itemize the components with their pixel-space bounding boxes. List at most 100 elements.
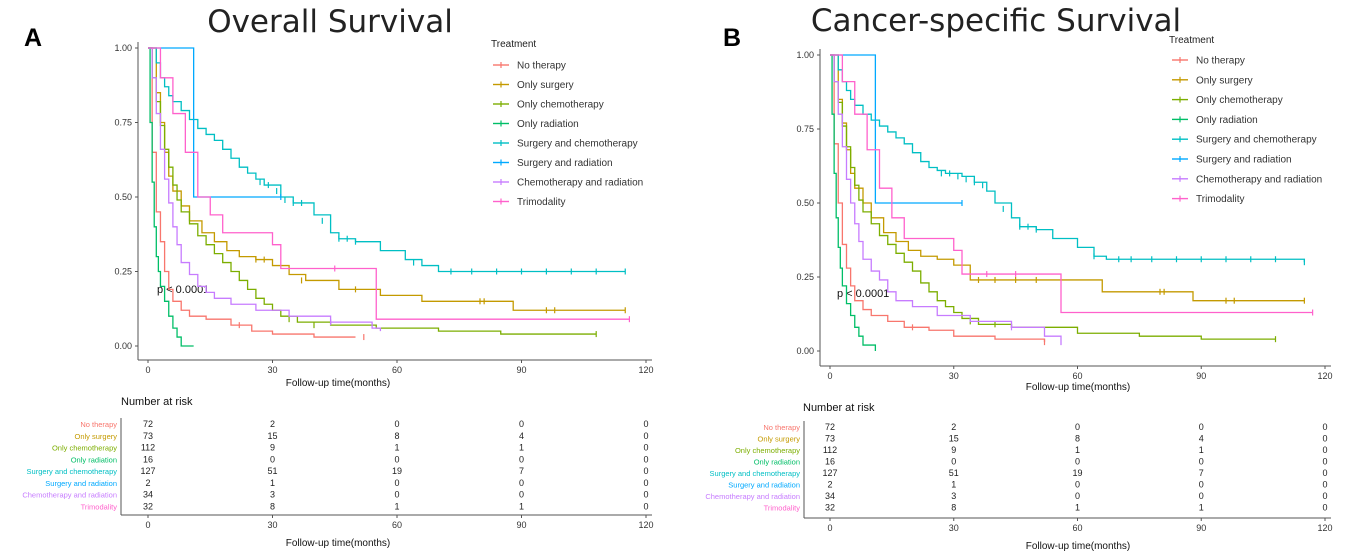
p1-risk-value: 0: [1199, 422, 1204, 432]
p1-risk-value: 0: [1322, 480, 1327, 490]
p0-legend-label-4: Surgery and chemotherapy: [517, 139, 638, 150]
p0-risk-value: 0: [643, 490, 648, 500]
p0-risk-row-label-1: Only surgery: [74, 432, 117, 441]
p1-risk-row-label-4: Surgery and chemotherapy: [710, 469, 801, 478]
p0-risk-value: 16: [143, 454, 153, 464]
p1-legend-label-5: Surgery and radiation: [1196, 155, 1292, 166]
p1-risk-value: 3: [951, 491, 956, 501]
p1-x-tick-label: 120: [1317, 371, 1332, 381]
p0-curve-1: [148, 47, 626, 311]
panel-b-p-value: p < 0.0001: [837, 288, 889, 300]
p0-risk-value: 0: [643, 419, 648, 429]
p0-risk-value: 0: [643, 501, 648, 511]
panel-b-x-axis-title: Follow-up time(months): [1026, 382, 1130, 393]
panel-a-p-value: p < 0.0001: [157, 284, 209, 296]
p1-x-tick-label: 30: [949, 371, 959, 381]
p0-x-tick-label: 60: [392, 365, 402, 375]
panel-a-risk-x-axis-title: Follow-up time(months): [286, 538, 390, 549]
p0-risk-row-label-5: Surgery and radiation: [45, 479, 117, 488]
p1-risk-row-label-1: Only surgery: [757, 435, 800, 444]
p1-risk-value: 1: [951, 480, 956, 490]
p1-risk-value: 0: [1199, 457, 1204, 467]
p0-risk-value: 8: [270, 501, 275, 511]
p0-legend-label-5: Surgery and radiation: [517, 158, 613, 169]
p0-y-tick-label: 0.75: [114, 118, 132, 128]
p0-y-tick-label: 0.25: [114, 267, 132, 277]
p1-risk-x-tick-label: 90: [1196, 523, 1206, 533]
p0-risk-value: 127: [140, 466, 155, 476]
p0-risk-value: 1: [394, 443, 399, 453]
p1-risk-value: 15: [949, 434, 959, 444]
p1-risk-value: 1: [1199, 445, 1204, 455]
panel-b-risk-title: Number at risk: [803, 402, 875, 414]
p1-curve-0: [830, 54, 1046, 343]
p1-risk-value: 34: [825, 491, 835, 501]
panel-a-label: A: [24, 24, 42, 52]
p0-risk-x-tick-label: 90: [516, 520, 526, 530]
p1-legend-label-2: Only chemotherapy: [1196, 95, 1283, 106]
p0-risk-value: 51: [267, 466, 277, 476]
p0-risk-row-label-4: Surgery and chemotherapy: [27, 467, 118, 476]
p1-risk-value: 2: [827, 480, 832, 490]
p0-risk-value: 2: [145, 478, 150, 488]
p0-risk-value: 0: [519, 478, 524, 488]
p0-risk-value: 0: [394, 454, 399, 464]
p1-risk-value: 0: [1075, 457, 1080, 467]
p1-risk-value: 32: [825, 503, 835, 513]
p0-risk-value: 32: [143, 501, 153, 511]
p0-risk-value: 1: [394, 501, 399, 511]
p0-risk-value: 112: [141, 443, 155, 453]
p0-risk-row-label-2: Only chemotherapy: [52, 444, 117, 453]
p0-risk-x-tick-label: 60: [392, 520, 402, 530]
p1-risk-value: 2: [951, 422, 956, 432]
p0-risk-row-label-3: Only radiation: [71, 455, 117, 464]
p0-risk-value: 7: [519, 466, 524, 476]
p0-risk-value: 0: [394, 490, 399, 500]
p1-curve-7: [830, 54, 1313, 314]
p1-risk-value: 0: [1322, 468, 1327, 478]
panel-b-title: Cancer-specific Survival: [811, 3, 1181, 39]
p0-risk-value: 0: [519, 419, 524, 429]
p1-legend-label-7: Trimodality: [1196, 194, 1245, 205]
p1-y-tick-label: 1.00: [796, 50, 814, 60]
p1-risk-value: 0: [1322, 422, 1327, 432]
p1-risk-x-tick-label: 0: [827, 523, 832, 533]
p1-x-tick-label: 60: [1072, 371, 1082, 381]
p1-risk-value: 51: [949, 468, 959, 478]
p0-risk-value: 0: [643, 431, 648, 441]
p1-risk-value: 19: [1072, 468, 1082, 478]
p1-risk-value: 7: [1199, 468, 1204, 478]
panel-a: A Overall Survival Treatment p < 0.0001 …: [22, 4, 653, 549]
p0-legend-label-3: Only radiation: [517, 119, 579, 130]
p0-legend-label-7: Trimodality: [517, 197, 566, 208]
p1-risk-value: 8: [1075, 434, 1080, 444]
p1-curve-3: [830, 54, 877, 351]
p0-y-tick-label: 0.00: [114, 341, 132, 351]
p0-risk-value: 4: [519, 431, 524, 441]
p0-x-tick-label: 30: [267, 365, 277, 375]
p1-risk-value: 16: [825, 457, 835, 467]
panel-a-risk-title: Number at risk: [121, 396, 193, 408]
p0-risk-value: 0: [394, 478, 399, 488]
p0-curve-5: [148, 47, 281, 198]
p1-y-tick-label: 0.25: [796, 272, 814, 282]
p0-curve-7: [148, 47, 630, 320]
p1-risk-value: 9: [951, 445, 956, 455]
p0-risk-row-label-6: Chemotherapy and radiation: [22, 491, 117, 500]
p0-risk-value: 0: [643, 454, 648, 464]
p0-risk-value: 73: [143, 431, 153, 441]
p0-risk-value: 34: [143, 490, 153, 500]
p0-risk-value: 19: [392, 466, 402, 476]
p0-y-tick-label: 1.00: [114, 43, 132, 53]
p1-risk-value: 1: [1075, 445, 1080, 455]
p1-risk-value: 112: [823, 445, 837, 455]
p0-legend-label-1: Only surgery: [517, 80, 574, 91]
p1-risk-row-label-3: Only radiation: [754, 458, 800, 467]
p1-risk-value: 0: [1322, 445, 1327, 455]
p1-risk-value: 0: [1075, 491, 1080, 501]
p0-x-tick-label: 90: [516, 365, 526, 375]
p1-risk-value: 0: [1199, 480, 1204, 490]
p1-risk-value: 8: [951, 503, 956, 513]
